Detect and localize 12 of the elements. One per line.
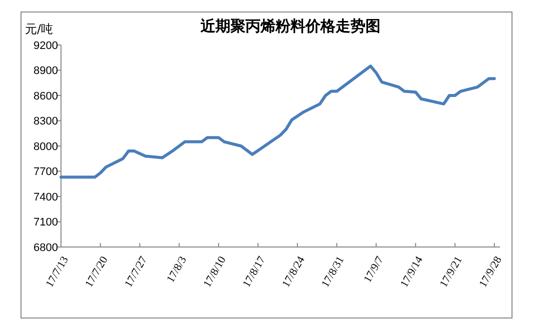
line-series [60,64,496,179]
y-tick-label: 8900 [34,65,58,78]
y-tick-label: 8000 [34,140,58,153]
y-tick-label: 7400 [34,191,58,204]
y-axis-title: 元/吨 [25,22,54,36]
y-tick-label: 8300 [34,116,58,128]
y-tick-label: 7100 [34,216,58,229]
y-tick-label: 6800 [34,242,58,254]
chart-title: 近期聚丙烯粉料价格走势图 [200,17,380,35]
y-tick-label: 7700 [34,166,58,178]
y-tick-label: 8600 [34,90,58,102]
y-tick-label: 9200 [34,40,58,52]
